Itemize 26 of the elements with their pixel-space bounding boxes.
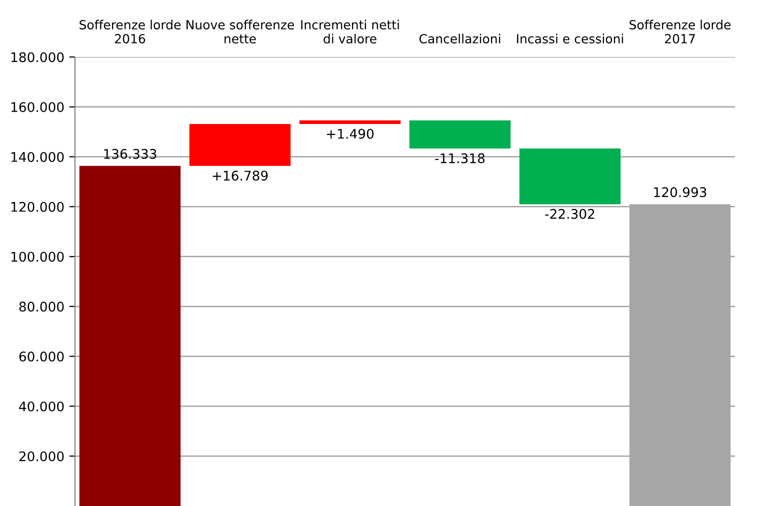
bar <box>409 120 511 149</box>
x-tick-label: Incrementi netti di valore <box>301 20 399 44</box>
x-tick-label: Incassi e cessioni <box>517 34 624 44</box>
bar <box>189 124 291 166</box>
y-tick-label: 120.000 <box>11 202 64 212</box>
data-label: -22.302 <box>545 208 594 219</box>
bar <box>79 166 181 506</box>
y-tick-label: 100.000 <box>11 252 64 262</box>
y-tick-label: 40.000 <box>19 401 64 412</box>
y-tick-label: 20.000 <box>19 451 64 462</box>
x-tick-label: Sofferenze lorde 2016 <box>80 20 181 44</box>
y-tick-label: 80.000 <box>19 302 64 312</box>
data-label: 120.993 <box>654 187 706 198</box>
x-tick-label: Nuove sofferenze nette <box>186 20 294 44</box>
bar <box>519 148 621 204</box>
x-tick-label: Cancellazioni <box>419 34 500 44</box>
y-tick-label: 180.000 <box>11 52 64 62</box>
x-tick-label: Sofferenze lorde 2017 <box>630 20 731 44</box>
data-label: -11.318 <box>435 153 485 164</box>
data-label: 136.333 <box>104 148 156 159</box>
data-label: +1.490 <box>326 128 374 139</box>
data-label: +16.789 <box>212 170 268 181</box>
y-tick-label: 160.000 <box>11 102 64 112</box>
y-tick-label: 140.000 <box>11 152 64 162</box>
y-tick-label: 60.000 <box>19 352 64 362</box>
bar <box>299 120 401 124</box>
